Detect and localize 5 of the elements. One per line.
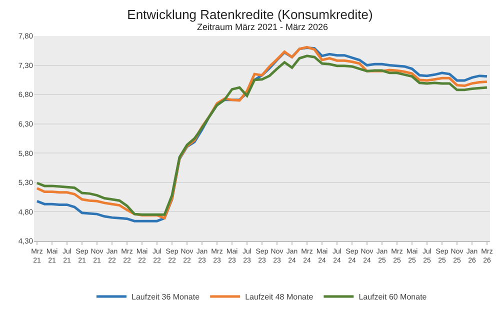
chart-subtitle: Zeitraum März 2021 - März 2026 bbox=[197, 22, 328, 32]
legend-label: Laufzeit 48 Monate bbox=[245, 292, 314, 302]
chart-title: Entwicklung Ratenkredite (Konsumkredite) bbox=[127, 6, 373, 22]
legend-label: Laufzeit 36 Monate bbox=[132, 292, 200, 302]
legend-label: Laufzeit 60 Monate bbox=[358, 292, 428, 302]
